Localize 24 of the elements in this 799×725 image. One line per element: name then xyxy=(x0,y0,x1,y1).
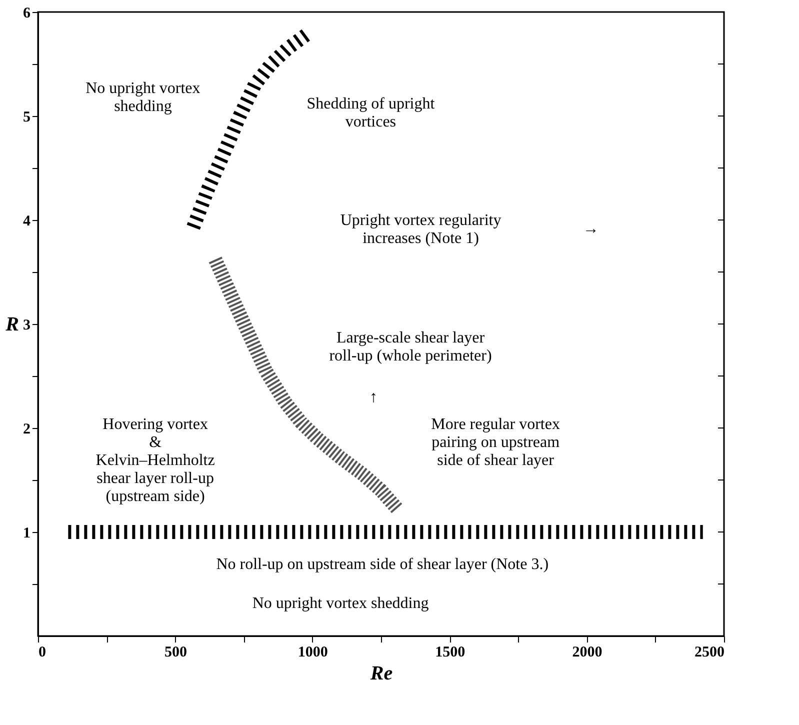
x-tick-label: 1000 xyxy=(298,644,328,660)
x-tick-label: 0 xyxy=(38,644,46,660)
annotation: ↑ xyxy=(369,389,378,406)
y-tick-label: 1 xyxy=(23,526,30,542)
annotation: No roll-up on upstream side of shear layer (Note 3.) xyxy=(216,556,549,574)
x-axis-title: Re xyxy=(369,662,393,684)
annotation: No upright vortex shedding xyxy=(86,80,200,116)
annotation: Upright vortex regularity increases (Note 1) xyxy=(340,212,502,247)
annotation: More regular vortex pairing on upstream side of shear layer xyxy=(431,416,560,469)
annotation: Large-scale shear layer roll-up (whole perimeter) xyxy=(329,330,492,365)
y-tick-label: 5 xyxy=(23,110,30,126)
annotation: Hovering vortex & Kelvin–Helmholtz shear layer roll-up (upstream side) xyxy=(96,416,215,505)
annotation: No upright vortex shedding xyxy=(252,594,429,612)
x-tick-label: 2500 xyxy=(694,644,724,660)
annotation: Shedding of upright vortices xyxy=(306,96,436,131)
y-tick-label: 6 xyxy=(23,6,31,22)
x-tick-label: 2000 xyxy=(572,644,602,660)
y-tick-label: 3 xyxy=(23,318,30,334)
y-tick-label: 4 xyxy=(23,214,31,230)
x-tick-label: 500 xyxy=(164,644,187,660)
y-axis-title: R xyxy=(4,314,19,336)
annotation: → xyxy=(582,220,599,238)
x-tick-label: 1500 xyxy=(435,644,466,660)
y-tick-label: 2 xyxy=(23,422,30,438)
